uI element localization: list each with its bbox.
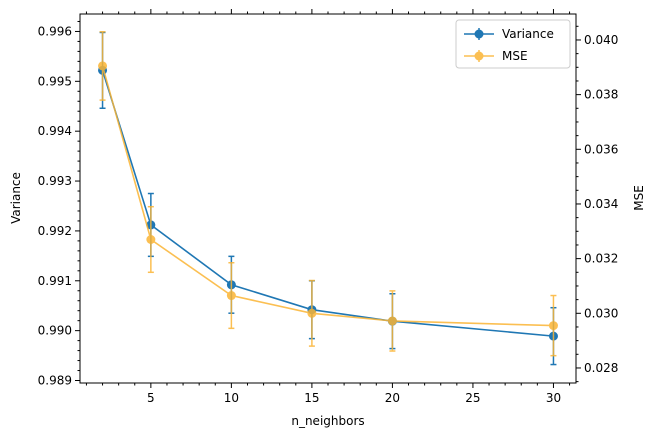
left-y-tick-label: 0.996 [38, 24, 72, 38]
series-mse [98, 31, 558, 357]
legend-marker-mse [464, 50, 494, 62]
data-point [387, 316, 397, 326]
right-y-axis-title: MSE [632, 185, 646, 211]
x-tick-label: 25 [465, 391, 480, 405]
legend-label-variance: Variance [502, 27, 554, 41]
x-axis-title: n_neighbors [291, 414, 364, 428]
right-y-tick-label: 0.034 [584, 197, 618, 211]
right-y-tick-label: 0.030 [584, 306, 618, 320]
plot-area [79, 13, 577, 384]
left-y-tick-label: 0.991 [38, 274, 72, 288]
x-tick-label: 10 [224, 391, 239, 405]
x-tick-label: 30 [546, 391, 561, 405]
series-line [101, 70, 554, 337]
data-point [146, 235, 156, 244]
right-y-tick-label: 0.040 [584, 33, 618, 47]
x-tick-label: 15 [304, 391, 319, 405]
legend-markers [464, 28, 494, 62]
data-point [307, 308, 317, 318]
left-y-tick-label: 0.993 [38, 174, 72, 188]
legend-marker-variance [464, 28, 494, 40]
right-y-tick-label: 0.032 [584, 252, 618, 266]
legend-point [474, 51, 484, 61]
right-y-tick-label: 0.036 [584, 142, 618, 156]
legend-point [474, 29, 484, 39]
right-y-tick-label: 0.028 [584, 361, 618, 375]
x-tick-label: 5 [147, 391, 155, 405]
right-y-tick-label: 0.038 [584, 88, 618, 102]
left-y-tick-label: 0.995 [38, 74, 72, 88]
left-y-tick-label: 0.992 [38, 224, 72, 238]
left-y-axis-title: Variance [9, 172, 23, 224]
series-layer [98, 31, 558, 366]
left-y-tick-label: 0.990 [38, 324, 72, 338]
data-point [548, 321, 558, 331]
legend: Variance MSE [455, 19, 571, 69]
left-y-tick-label: 0.994 [38, 124, 72, 138]
left-y-tick-label: 0.989 [38, 374, 72, 388]
x-tick-label: 20 [385, 391, 400, 405]
series-line [101, 65, 554, 327]
tick-layer: 5 10 15 20 25 30 0.989 0.990 0.991 0.992 0.993 0.99… [38, 9, 618, 405]
data-point [98, 61, 108, 71]
data-point [226, 291, 236, 301]
legend-label-mse: MSE [502, 49, 528, 63]
